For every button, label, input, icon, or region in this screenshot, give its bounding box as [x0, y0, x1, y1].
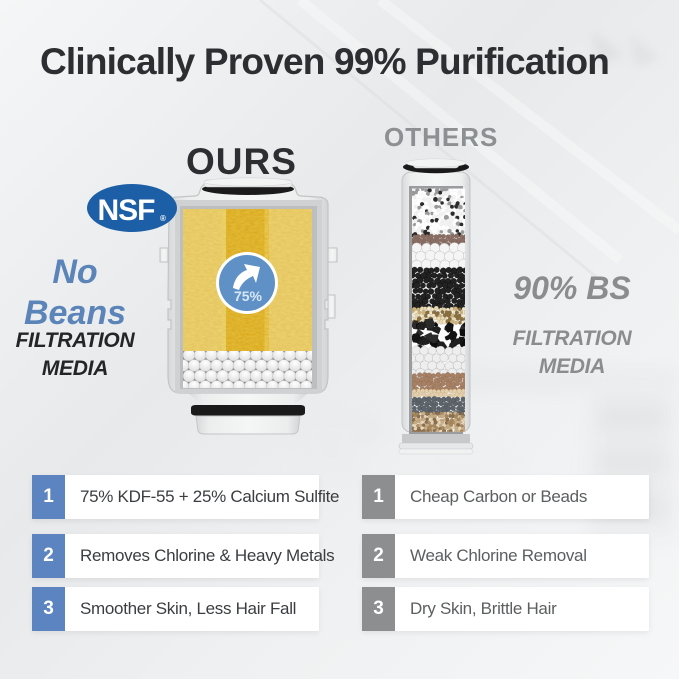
svg-text:NSF: NSF [98, 194, 156, 227]
svg-text:75%: 75% [234, 288, 263, 304]
svg-text:®: ® [160, 214, 166, 223]
